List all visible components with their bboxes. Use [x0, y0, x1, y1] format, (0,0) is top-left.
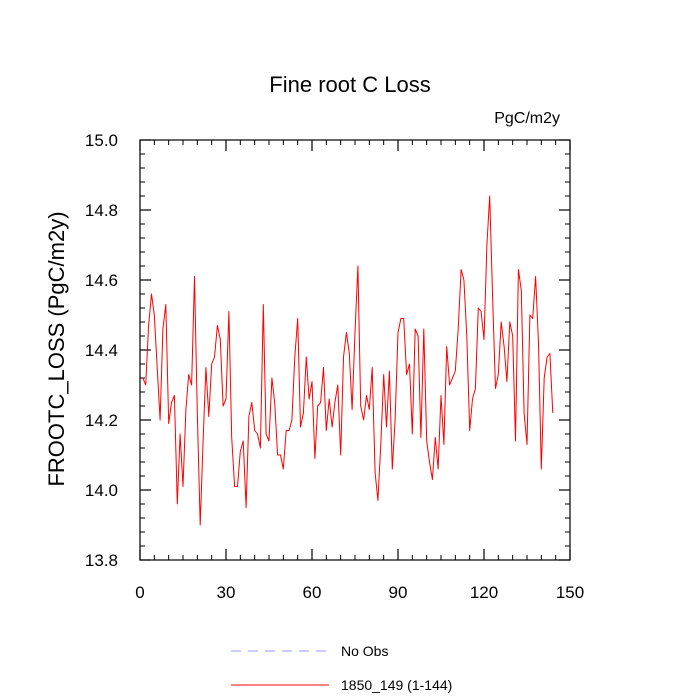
x-tick-label: 0 [135, 583, 144, 602]
x-tick-label: 150 [556, 583, 584, 602]
units-label: PgC/m2y [494, 110, 560, 127]
x-tick-label: 120 [470, 583, 498, 602]
y-axis-label: FROOTC_LOSS (PgC/m2y) [44, 211, 69, 486]
y-tick-label: 14.8 [85, 201, 118, 220]
plot-frame [139, 139, 571, 561]
y-tick-label: 14.4 [85, 341, 118, 360]
y-tick-label: 15.0 [85, 131, 118, 150]
chart-title: Fine root C Loss [269, 72, 430, 97]
x-tick-label: 60 [303, 583, 322, 602]
legend-label: 1850_149 (1-144) [341, 677, 452, 693]
y-tick-label: 14.0 [85, 481, 118, 500]
x-tick-label: 30 [217, 583, 236, 602]
y-tick-label: 14.2 [85, 411, 118, 430]
y-tick-label: 13.8 [85, 551, 118, 570]
y-tick-label: 14.6 [85, 271, 118, 290]
axes-group: 0 30 60 90 120 150 13.8 14.0 14.2 14.4 14.6 14.8 15.… [85, 131, 584, 602]
legend: No Obs 1850_149 (1-144) [231, 643, 452, 693]
legend-label: No Obs [341, 643, 388, 659]
series-group [142, 195, 554, 526]
x-tick-label: 90 [389, 583, 408, 602]
series-line [142, 195, 554, 526]
